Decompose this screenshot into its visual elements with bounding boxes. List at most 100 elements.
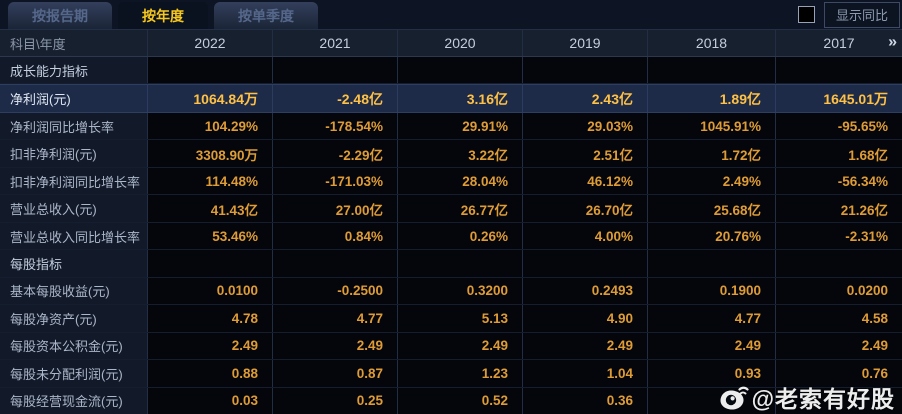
row-label: 每股指标: [0, 250, 147, 277]
table-row: 每股净资产(元) 4.78 4.77 5.13 4.90 4.77 4.58: [0, 305, 902, 333]
value-cell: 41.43亿: [147, 195, 272, 222]
value-cell: 1.89亿: [647, 85, 775, 112]
value-cell: 0.2493: [522, 277, 647, 305]
value-cell: 3308.90万: [147, 140, 272, 167]
table-row: 每股经营现金流(元) 0.03 0.25 0.52 0.36: [0, 387, 902, 414]
value-cell: 114.48%: [147, 167, 272, 195]
row-label: 净利润同比增长率: [0, 112, 147, 140]
row-label: 营业总收入(元): [0, 195, 147, 222]
value-cell: 1.68亿: [775, 140, 902, 167]
tab-report-period[interactable]: 按报告期: [8, 2, 112, 29]
row-label: 营业总收入同比增长率: [0, 222, 147, 250]
value-cell: [647, 250, 775, 277]
table-row: 营业总收入同比增长率 53.46% 0.84% 0.26% 4.00% 20.76% -2.…: [0, 222, 902, 251]
value-cell: [522, 57, 647, 84]
value-cell: 27.00亿: [272, 195, 397, 222]
table-row: 每股未分配利润(元) 0.88 0.87 1.23 1.04 0.93 0.76: [0, 360, 902, 388]
value-cell: 0.36: [522, 387, 647, 414]
value-cell: 0.1900: [647, 277, 775, 305]
row-label: 每股净资产(元): [0, 305, 147, 332]
value-cell: 0.76: [775, 360, 902, 387]
value-cell: 2.49: [775, 332, 902, 360]
row-label: 成长能力指标: [0, 57, 147, 84]
value-cell: 28.04%: [397, 167, 522, 195]
value-cell: 46.12%: [522, 167, 647, 195]
value-cell: [522, 250, 647, 277]
table-row: 每股资本公积金(元) 2.49 2.49 2.49 2.49 2.49 2.49: [0, 332, 902, 361]
value-cell: 2.43亿: [522, 85, 647, 112]
value-cell: 0.03: [147, 387, 272, 414]
yoy-controls: 显示同比: [797, 0, 902, 29]
table-row: 净利润(元) 1064.84万 -2.48亿 3.16亿 2.43亿 1.89亿 1645.…: [0, 84, 902, 113]
value-cell: [397, 250, 522, 277]
period-tabs: 按报告期 按年度 按单季度: [8, 0, 324, 29]
value-cell: 0.0100: [147, 277, 272, 305]
value-cell: 2.49%: [647, 167, 775, 195]
value-cell: 26.77亿: [397, 195, 522, 222]
section-row: 成长能力指标: [0, 57, 902, 85]
value-cell: -2.31%: [775, 222, 902, 250]
value-cell: 2.49: [147, 332, 272, 360]
tab-yearly[interactable]: 按年度: [118, 2, 208, 29]
table-row: 净利润同比增长率 104.29% -178.54% 29.91% 29.03% 1045.…: [0, 112, 902, 141]
value-cell: 3.16亿: [397, 85, 522, 112]
value-cell: 1.72亿: [647, 140, 775, 167]
value-cell: 21.26亿: [775, 195, 902, 222]
value-cell: -171.03%: [272, 167, 397, 195]
year-column-header: 2022: [147, 30, 272, 56]
row-label: 净利润(元): [0, 85, 147, 112]
row-label: 扣非净利润(元): [0, 140, 147, 167]
value-cell: [647, 387, 775, 414]
value-cell: 2.49: [647, 332, 775, 360]
value-cell: 0.25: [272, 387, 397, 414]
value-cell: 104.29%: [147, 112, 272, 140]
row-label: 每股未分配利润(元): [0, 360, 147, 387]
year-column-header: 2018: [647, 30, 775, 56]
value-cell: 2.49: [397, 332, 522, 360]
indicator-table: 科目\年度 2022 2021 2020 2019 2018 2017» 成长能力指标 净利…: [0, 30, 902, 414]
value-cell: 0.52: [397, 387, 522, 414]
value-cell: 20.76%: [647, 222, 775, 250]
more-years-icon[interactable]: »: [888, 33, 897, 51]
value-cell: 29.03%: [522, 112, 647, 140]
value-cell: [272, 250, 397, 277]
value-cell: -95.65%: [775, 112, 902, 140]
value-cell: 0.93: [647, 360, 775, 387]
value-cell: 4.77: [272, 305, 397, 332]
row-label: 每股经营现金流(元): [0, 387, 147, 414]
value-cell: 0.26%: [397, 222, 522, 250]
value-cell: 4.00%: [522, 222, 647, 250]
value-cell: 0.88: [147, 360, 272, 387]
value-cell: 1645.01万: [775, 85, 902, 112]
row-label: 每股资本公积金(元): [0, 332, 147, 360]
table-row: 扣非净利润同比增长率 114.48% -171.03% 28.04% 46.12% 2.4…: [0, 167, 902, 196]
row-label: 扣非净利润同比增长率: [0, 167, 147, 195]
value-cell: 1.04: [522, 360, 647, 387]
period-tabbar: 按报告期 按年度 按单季度 显示同比: [0, 0, 902, 30]
value-cell: -2.29亿: [272, 140, 397, 167]
show-yoy-label[interactable]: 显示同比: [823, 1, 900, 28]
value-cell: [775, 250, 902, 277]
value-cell: 26.70亿: [522, 195, 647, 222]
table-row: 基本每股收益(元) 0.0100 -0.2500 0.3200 0.2493 0.1900…: [0, 277, 902, 306]
value-cell: 4.58: [775, 305, 902, 332]
value-cell: -2.48亿: [272, 85, 397, 112]
value-cell: 0.84%: [272, 222, 397, 250]
year-column-header: 2019: [522, 30, 647, 56]
value-cell: 4.78: [147, 305, 272, 332]
tab-single-quarter[interactable]: 按单季度: [214, 2, 318, 29]
value-cell: [147, 250, 272, 277]
value-cell: 3.22亿: [397, 140, 522, 167]
show-yoy-checkbox[interactable]: [797, 6, 815, 23]
table-row: 扣非净利润(元) 3308.90万 -2.29亿 3.22亿 2.51亿 1.72亿 1.6…: [0, 140, 902, 168]
value-cell: -0.2500: [272, 277, 397, 305]
value-cell: [397, 57, 522, 84]
value-cell: 0.87: [272, 360, 397, 387]
value-cell: 2.49: [272, 332, 397, 360]
table-header-row: 科目\年度 2022 2021 2020 2019 2018 2017»: [0, 30, 902, 57]
value-cell: 2.49: [522, 332, 647, 360]
row-label: 基本每股收益(元): [0, 277, 147, 305]
year-column-header: 2020: [397, 30, 522, 56]
value-cell: 5.13: [397, 305, 522, 332]
